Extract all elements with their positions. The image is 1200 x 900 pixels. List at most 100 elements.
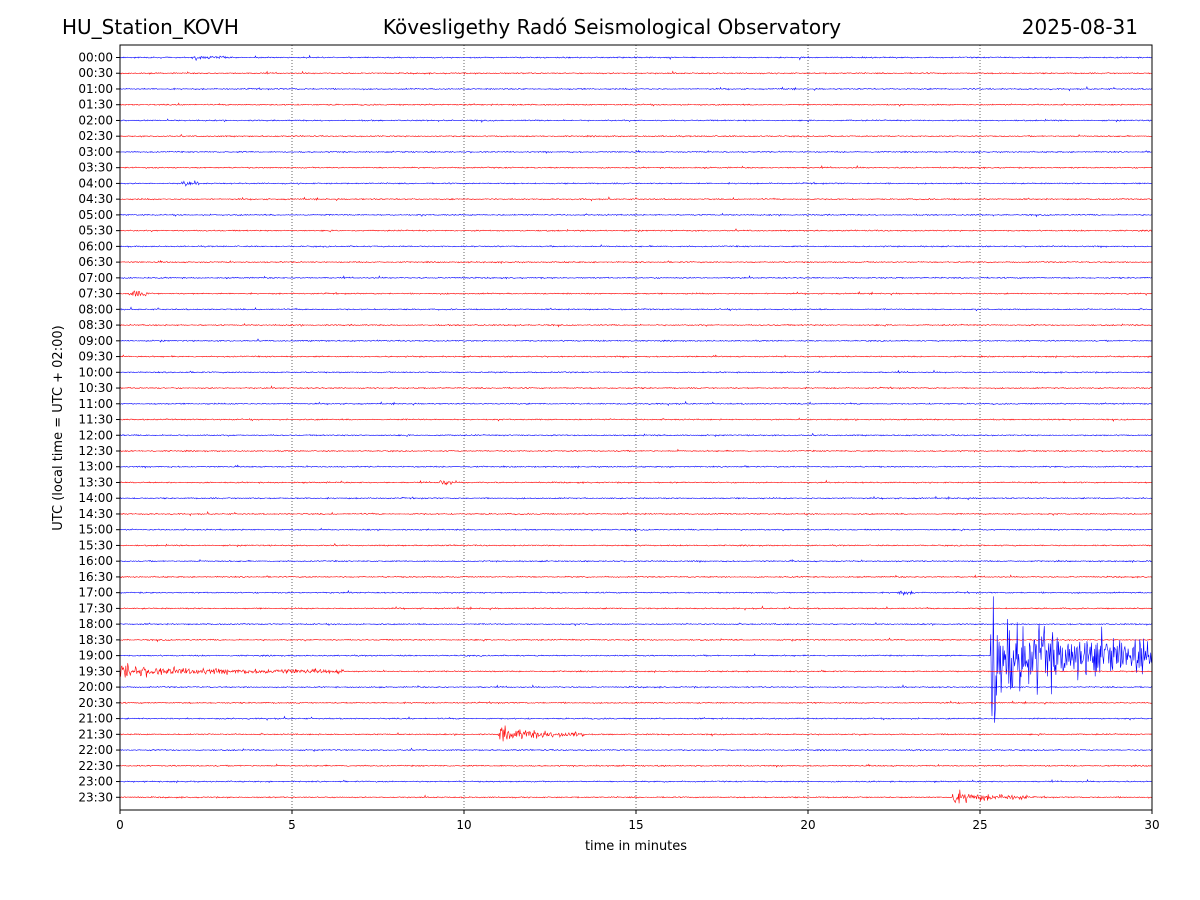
row-label: 14:30 — [78, 507, 113, 521]
x-tick-label: 30 — [1144, 818, 1159, 832]
row-label: 11:30 — [78, 413, 113, 427]
trace-0130 — [119, 102, 1153, 107]
trace-2000 — [120, 684, 1153, 689]
trace-0700 — [119, 275, 1153, 280]
trace-1230 — [119, 448, 1153, 453]
x-tick-label: 25 — [972, 818, 987, 832]
row-label: 22:30 — [78, 759, 113, 773]
row-label: 00:00 — [78, 51, 113, 65]
row-label: 19:00 — [78, 649, 113, 663]
trace-2200 — [119, 747, 1153, 752]
trace-0000 — [120, 54, 1153, 62]
x-tick-label: 5 — [288, 818, 296, 832]
trace-1430 — [119, 510, 1153, 517]
trace-2330 — [120, 789, 1153, 804]
row-label: 01:00 — [78, 82, 113, 96]
row-label: 17:30 — [78, 601, 113, 615]
trace-layer — [119, 54, 1153, 804]
trace-0530 — [119, 228, 1153, 233]
row-label: 08:30 — [78, 318, 113, 332]
row-label: 12:30 — [78, 444, 113, 458]
grid-lines — [291, 45, 981, 810]
row-label: 14:00 — [78, 491, 113, 505]
row-label: 18:00 — [78, 617, 113, 631]
trace-0430 — [119, 196, 1153, 202]
row-label: 02:00 — [78, 113, 113, 127]
x-tick-label: 15 — [628, 818, 643, 832]
trace-2300 — [119, 778, 1153, 784]
row-label: 04:00 — [78, 176, 113, 190]
row-label: 16:30 — [78, 570, 113, 584]
row-label: 08:00 — [78, 302, 113, 316]
station-name: HU_Station_KOVH — [62, 15, 239, 39]
trace-1830 — [119, 637, 1153, 643]
trace-1300 — [119, 464, 1153, 469]
trace-1530 — [119, 543, 1152, 548]
trace-0400 — [119, 180, 1153, 187]
row-label: 07:00 — [78, 271, 113, 285]
row-label: 06:30 — [78, 255, 113, 269]
row-label: 05:00 — [78, 208, 113, 222]
row-label: 13:30 — [78, 475, 113, 489]
trace-0230 — [119, 133, 1153, 138]
x-tick-label: 20 — [800, 818, 815, 832]
row-label: 06:00 — [78, 239, 113, 253]
trace-1200 — [119, 432, 1153, 438]
trace-1130 — [119, 417, 1153, 423]
trace-0600 — [119, 244, 1152, 249]
trace-1000 — [119, 369, 1152, 374]
trace-1930 — [119, 663, 1153, 678]
trace-1800 — [119, 621, 1153, 627]
trace-1730 — [119, 605, 1153, 611]
trace-0730 — [119, 290, 1153, 297]
row-label: 21:30 — [78, 727, 113, 741]
row-label: 01:30 — [78, 98, 113, 112]
trace-0830 — [119, 323, 1153, 328]
trace-0630 — [120, 259, 1153, 265]
row-label: 23:30 — [78, 790, 113, 804]
row-label: 15:00 — [78, 523, 113, 537]
trace-0800 — [120, 306, 1153, 312]
trace-1600 — [119, 558, 1153, 564]
trace-0200 — [119, 118, 1153, 123]
trace-0330 — [119, 165, 1153, 170]
x-tick-label: 10 — [456, 818, 471, 832]
row-label: 09:30 — [78, 350, 113, 364]
row-label: 16:00 — [78, 554, 113, 568]
row-label: 18:30 — [78, 633, 113, 647]
x-axis-label: time in minutes — [585, 839, 687, 854]
row-label: 13:00 — [78, 460, 113, 474]
trace-2030 — [119, 700, 1153, 705]
observatory-title: Kövesligethy Radó Seismological Observat… — [382, 15, 842, 39]
trace-1330 — [119, 479, 1153, 486]
row-label: 03:00 — [78, 145, 113, 159]
row-label: 09:00 — [78, 334, 113, 348]
trace-2130 — [119, 725, 1153, 742]
row-label: 20:00 — [78, 680, 113, 694]
y-axis-label: UTC (local time = UTC + 02:00) — [51, 325, 66, 530]
row-label: 00:30 — [78, 66, 113, 80]
trace-2100 — [119, 715, 1152, 721]
row-label: 19:30 — [78, 664, 113, 678]
date-label: 2025-08-31 — [1021, 15, 1138, 39]
row-label: 17:00 — [78, 586, 113, 600]
trace-1630 — [119, 574, 1153, 579]
trace-1100 — [119, 400, 1153, 407]
trace-1030 — [120, 385, 1153, 390]
trace-1400 — [119, 495, 1153, 501]
row-label: 22:00 — [78, 743, 113, 757]
trace-1900 — [119, 596, 1153, 723]
row-label: 20:30 — [78, 696, 113, 710]
trace-0930 — [119, 354, 1153, 359]
trace-0900 — [119, 338, 1153, 343]
trace-1500 — [119, 527, 1153, 533]
trace-0100 — [119, 85, 1153, 92]
row-label: 10:00 — [78, 365, 113, 379]
row-label: 05:30 — [78, 224, 113, 238]
row-label: 07:30 — [78, 287, 113, 301]
row-label: 10:30 — [78, 381, 113, 395]
x-axis: 0 5 10 15 20 25 30 — [116, 810, 1160, 832]
